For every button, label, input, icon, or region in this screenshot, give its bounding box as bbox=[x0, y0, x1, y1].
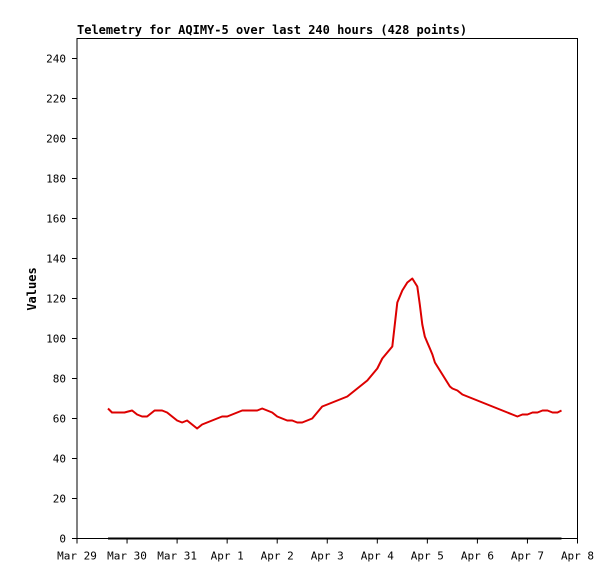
y-axis-label: Values bbox=[25, 267, 39, 310]
plot-frame bbox=[76, 38, 578, 539]
y-tick-label: 80 bbox=[53, 373, 66, 386]
chart-title: Telemetry for AQIMY-5 over last 240 hour… bbox=[77, 23, 467, 37]
x-tick-label: Mar 30 bbox=[107, 550, 147, 563]
x-tick-label: Apr 2 bbox=[261, 550, 294, 563]
x-tick-label: Apr 7 bbox=[511, 550, 544, 563]
x-tick-label: Apr 5 bbox=[411, 550, 444, 563]
y-tick-label: 40 bbox=[53, 453, 66, 466]
y-tick-label: 220 bbox=[46, 93, 66, 106]
y-tick-label: 200 bbox=[46, 133, 66, 146]
y-tick-label: 0 bbox=[59, 533, 66, 546]
x-tick-label: Mar 31 bbox=[157, 550, 197, 563]
y-tick-label: 240 bbox=[46, 53, 66, 66]
y-tick-label: 160 bbox=[46, 213, 66, 226]
x-tick-label: Mar 29 bbox=[57, 550, 97, 563]
series-line bbox=[107, 277, 562, 430]
y-tick-label: 120 bbox=[46, 293, 66, 306]
x-tick-label: Apr 6 bbox=[461, 550, 494, 563]
y-tick-label: 180 bbox=[46, 173, 66, 186]
x-tick-label: Apr 8 bbox=[561, 550, 594, 563]
series-group bbox=[107, 277, 562, 430]
y-tick-label: 140 bbox=[46, 253, 66, 266]
axis-ticks: 0 20 40 60 80 100 120 140 160 180 200 220 240 Mar 29 M… bbox=[46, 53, 594, 563]
y-tick-label: 100 bbox=[46, 333, 66, 346]
x-tick-label: Apr 4 bbox=[361, 550, 394, 563]
x-tick-label: Apr 1 bbox=[211, 550, 244, 563]
x-tick-label: Apr 3 bbox=[311, 550, 344, 563]
y-tick-label: 20 bbox=[53, 493, 66, 506]
y-tick-label: 60 bbox=[53, 413, 66, 426]
